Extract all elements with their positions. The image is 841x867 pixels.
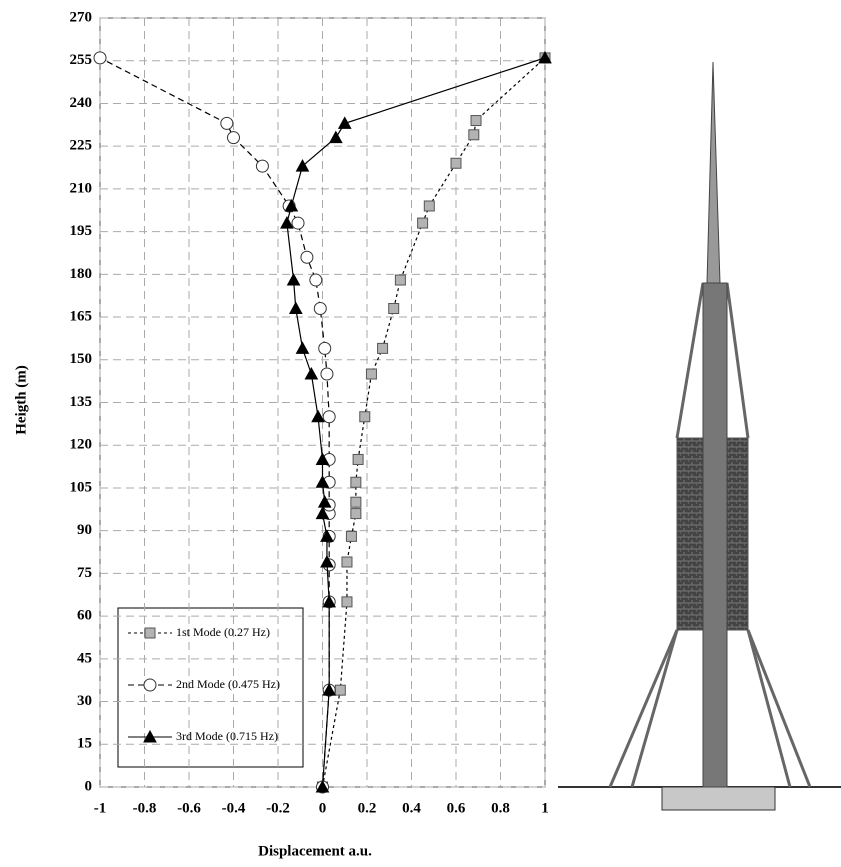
legend-marker [144,679,156,691]
y-tick-label: 150 [70,351,93,367]
x-tick-label: -0.8 [133,800,157,816]
marker [94,52,106,64]
marker [395,275,405,285]
marker [228,132,240,144]
chart: Displacement a.u. Heigth (m) 0 15 30 45 60 75… [0,0,841,867]
y-tick-label: 90 [77,522,92,538]
marker [360,412,370,422]
marker [351,497,361,507]
x-tick-label: 0.6 [447,800,466,816]
marker [389,304,399,314]
y-tick-label: 75 [77,565,92,581]
legend-label: 3rd Mode (0.715 Hz) [176,729,278,743]
marker [346,531,356,541]
marker [301,251,313,263]
marker [319,342,331,354]
marker [330,132,342,143]
marker [288,274,300,285]
x-tick-label: -0.2 [266,800,290,816]
marker [418,218,428,228]
marker [305,368,317,379]
x-tick-label: 1 [541,800,549,816]
marker [353,454,363,464]
series-line [287,58,545,787]
x-axis-label: Displacement a.u. [258,843,372,859]
marker [424,201,434,211]
x-tick-label: 0.8 [491,800,510,816]
y-tick-label: 60 [77,608,92,624]
marker [469,130,479,140]
y-tick-label: 195 [70,223,93,239]
marker [335,685,345,695]
marker [256,160,268,172]
x-tick-label: -1 [94,800,107,816]
marker [342,597,352,607]
tower-diagram [558,62,841,810]
x-tick-label: 0.4 [402,800,421,816]
marker [451,158,461,168]
y-tick-label: 225 [70,138,93,154]
y-tick-label: 105 [70,479,93,495]
legend-marker [145,628,155,638]
legend-label: 1st Mode (0.27 Hz) [176,625,270,639]
y-tick-label: 135 [70,394,93,410]
marker [221,117,233,129]
x-tick-label: -0.6 [177,800,201,816]
marker [323,411,335,423]
marker [314,303,326,315]
y-axis-label: Heigth (m) [13,365,29,435]
marker [292,217,304,229]
y-tick-label: 255 [70,52,93,68]
marker [296,342,308,353]
y-tick-label: 120 [70,437,93,453]
y-tick-label: 45 [77,650,92,666]
marker [351,509,361,519]
marker [471,116,481,126]
legend-label: 2nd Mode (0.475 Hz) [176,677,280,691]
marker [342,557,352,567]
y-tick-label: 165 [70,308,93,324]
series-line [323,58,546,787]
y-tick-label: 0 [85,778,93,794]
x-tick-label: -0.4 [222,800,246,816]
y-tick-label: 210 [70,180,93,196]
y-tick-label: 180 [70,266,93,282]
x-tick-label: 0.2 [358,800,377,816]
y-tick-label: 15 [77,736,92,752]
y-tick-label: 240 [70,95,93,111]
marker [281,217,293,228]
marker [310,274,322,286]
marker [366,369,376,379]
marker [339,117,351,128]
marker [378,343,388,353]
marker [351,477,361,487]
marker [290,303,302,314]
x-tick-label: 0 [319,800,327,816]
y-tick-label: 30 [77,693,92,709]
marker [321,368,333,380]
y-tick-label: 270 [70,9,93,25]
